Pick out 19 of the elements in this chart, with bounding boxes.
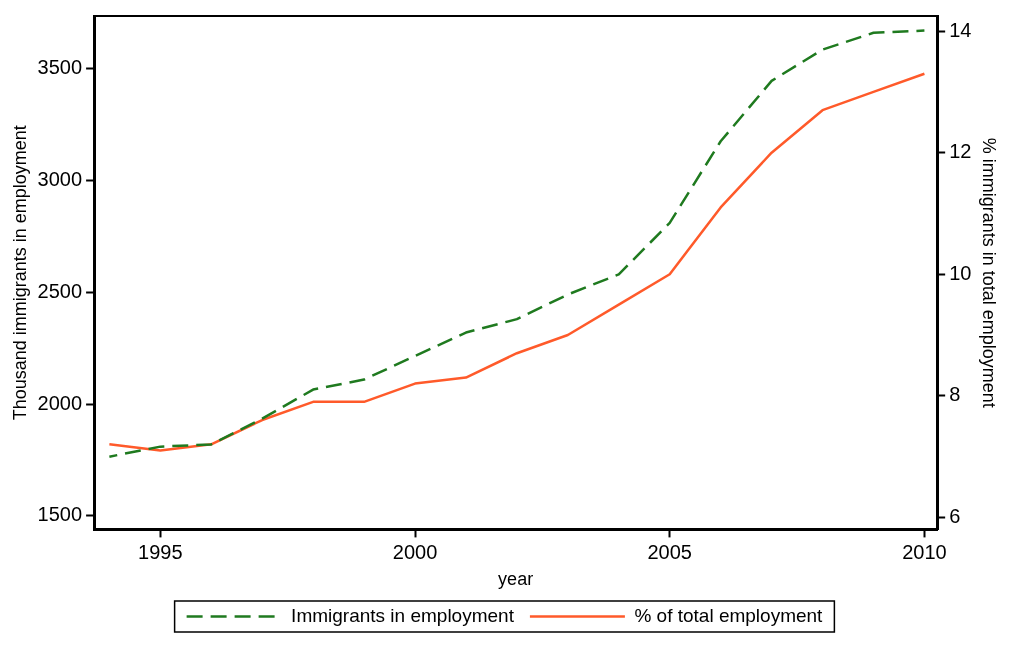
x-tick-label: 2000: [392, 540, 438, 563]
y-tick-label: 2000: [37, 391, 83, 414]
y-tick-label: 2500: [37, 279, 83, 302]
y-tick-label: 3500: [37, 56, 83, 79]
y-tick-label: 1500: [37, 503, 83, 526]
y2-tick-label: 8: [949, 383, 961, 406]
y-tick-label: 3000: [37, 167, 83, 190]
y-axis-title: Thousand immigrants in employment: [9, 125, 30, 421]
x-axis-title: year: [498, 569, 534, 590]
y2-axis-title: % immigrants in total employment: [979, 137, 1000, 408]
x-tick-label: 1995: [138, 540, 183, 563]
y2-tick-label: 12: [949, 140, 972, 163]
y2-tick-label: 6: [949, 504, 961, 527]
y2-tick-label: 10: [949, 261, 972, 284]
legend-label: % of total employment: [634, 604, 824, 626]
y2-tick-label: 14: [949, 18, 972, 41]
x-tick-label: 2010: [902, 540, 947, 563]
legend-label: Immigrants in employment: [291, 604, 515, 626]
x-tick-label: 2005: [647, 540, 692, 563]
